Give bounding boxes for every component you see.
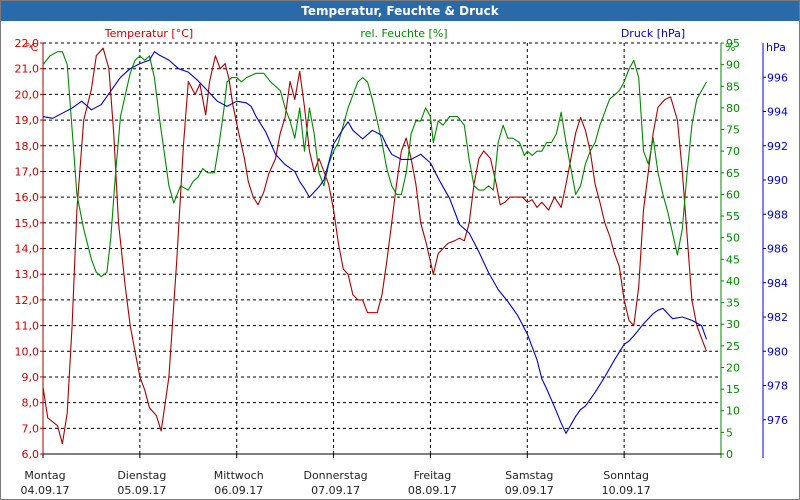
x-date-label: 06.09.17 — [214, 484, 263, 497]
temperature-tick-label: 20,0 — [15, 88, 40, 101]
humidity-tick-label: 75 — [726, 124, 740, 137]
humidity-tick-label: 50 — [726, 232, 740, 245]
temperature-tick-label: 6,0 — [22, 448, 40, 461]
temperature-unit-label: °C — [25, 41, 39, 54]
humidity-tick-label: 85 — [726, 80, 740, 93]
line-chart: 6,0 7,0 8,0 9,0 10,0 11,0 12,0 13,0 14,0 15,0 16,0… — [15, 27, 789, 497]
humidity-tick-label: 0 — [726, 448, 733, 461]
pressure-unit-label: hPa — [766, 41, 786, 54]
pressure-tick-label: 996 — [767, 71, 788, 84]
temperature-series-title: Temperatur [°C] — [104, 27, 193, 40]
x-day-label: Donnerstag — [303, 469, 367, 482]
humidity-tick-label: 45 — [726, 253, 740, 266]
x-date-label: 04.09.17 — [21, 484, 70, 497]
series-lines — [42, 47, 708, 445]
temperature-tick-label: 22,0 — [15, 37, 40, 50]
pressure-tick-label: 976 — [767, 414, 788, 427]
pressure-series-title: Druck [hPa] — [621, 27, 685, 40]
temperature-tick-label: 14,0 — [15, 243, 40, 256]
x-date-label: 10.09.17 — [602, 484, 651, 497]
humidity-unit-label: % — [725, 41, 735, 54]
axis-lines — [42, 43, 764, 458]
temperature-tick-label: 19,0 — [15, 114, 40, 127]
x-date-label: 07.09.17 — [311, 484, 360, 497]
humidity-tick-label: 95 — [726, 37, 740, 50]
temperature-tick-label: 21,0 — [15, 63, 40, 76]
pressure-series-line — [42, 51, 708, 434]
humidity-tick-label: 30 — [726, 318, 740, 331]
humidity-tick-label: 40 — [726, 275, 740, 288]
pressure-tick-label: 994 — [767, 106, 788, 119]
x-day-label: Sonntag — [603, 469, 649, 482]
x-day-label: Samstag — [505, 469, 553, 482]
temperature-tick-label: 8,0 — [22, 397, 40, 410]
humidity-series-title: rel. Feuchte [%] — [360, 27, 447, 40]
x-day-label: Dienstag — [117, 469, 166, 482]
x-date-label: 08.09.17 — [408, 484, 457, 497]
pressure-tick-label: 982 — [767, 311, 788, 324]
humidity-tick-label: 80 — [726, 102, 740, 115]
pressure-tick-label: 988 — [767, 208, 788, 221]
humidity-tick-label: 35 — [726, 297, 740, 310]
series-titles: °C% hPa Temperatur [°C] rel. Feuchte [%] Dru… — [25, 27, 786, 54]
temperature-series-line — [42, 47, 708, 445]
temperature-tick-label: 12,0 — [15, 294, 40, 307]
x-day-label: Freitag — [414, 469, 452, 482]
temperature-tick-label: 17,0 — [15, 165, 40, 178]
humidity-tick-label: 25 — [726, 340, 740, 353]
temperature-tick-label: 11,0 — [15, 320, 40, 333]
pressure-tick-label: 978 — [767, 380, 788, 393]
x-date-label: 09.09.17 — [505, 484, 554, 497]
pressure-tick-label: 984 — [767, 277, 788, 290]
humidity-tick-label: 5 — [726, 426, 733, 439]
pressure-tick-label: 986 — [767, 243, 788, 256]
x-axis-labels: Montag 04.09.17 Dienstag 05.09.17 Mittwoch 06… — [21, 454, 651, 497]
humidity-tick-label: 15 — [726, 383, 740, 396]
humidity-tick-label: 20 — [726, 361, 740, 374]
temperature-tick-label: 13,0 — [15, 268, 40, 281]
pressure-tick-label: 992 — [767, 140, 788, 153]
temperature-tick-label: 7,0 — [22, 422, 40, 435]
humidity-tick-label: 70 — [726, 145, 740, 158]
temperature-tick-label: 15,0 — [15, 217, 40, 230]
humidity-tick-label: 55 — [726, 210, 740, 223]
pressure-tick-label: 990 — [767, 174, 788, 187]
pressure-tick-label: 980 — [767, 345, 788, 358]
tick-labels: 6,0 7,0 8,0 9,0 10,0 11,0 12,0 13,0 14,0 15,0 16,0… — [15, 37, 789, 461]
x-date-label: 05.09.17 — [117, 484, 166, 497]
window-title: Temperatur, Feuchte & Druck — [1, 1, 799, 21]
humidity-series-line — [42, 51, 707, 278]
humidity-tick-label: 10 — [726, 405, 740, 418]
temperature-tick-label: 10,0 — [15, 345, 40, 358]
grid-lines — [43, 42, 721, 455]
humidity-tick-label: 65 — [726, 167, 740, 180]
humidity-tick-label: 90 — [726, 59, 740, 72]
temperature-tick-label: 9,0 — [22, 371, 40, 384]
x-day-label: Mittwoch — [214, 469, 264, 482]
temperature-tick-label: 18,0 — [15, 140, 40, 153]
temperature-tick-label: 16,0 — [15, 191, 40, 204]
humidity-tick-label: 60 — [726, 188, 740, 201]
x-day-label: Montag — [24, 469, 65, 482]
